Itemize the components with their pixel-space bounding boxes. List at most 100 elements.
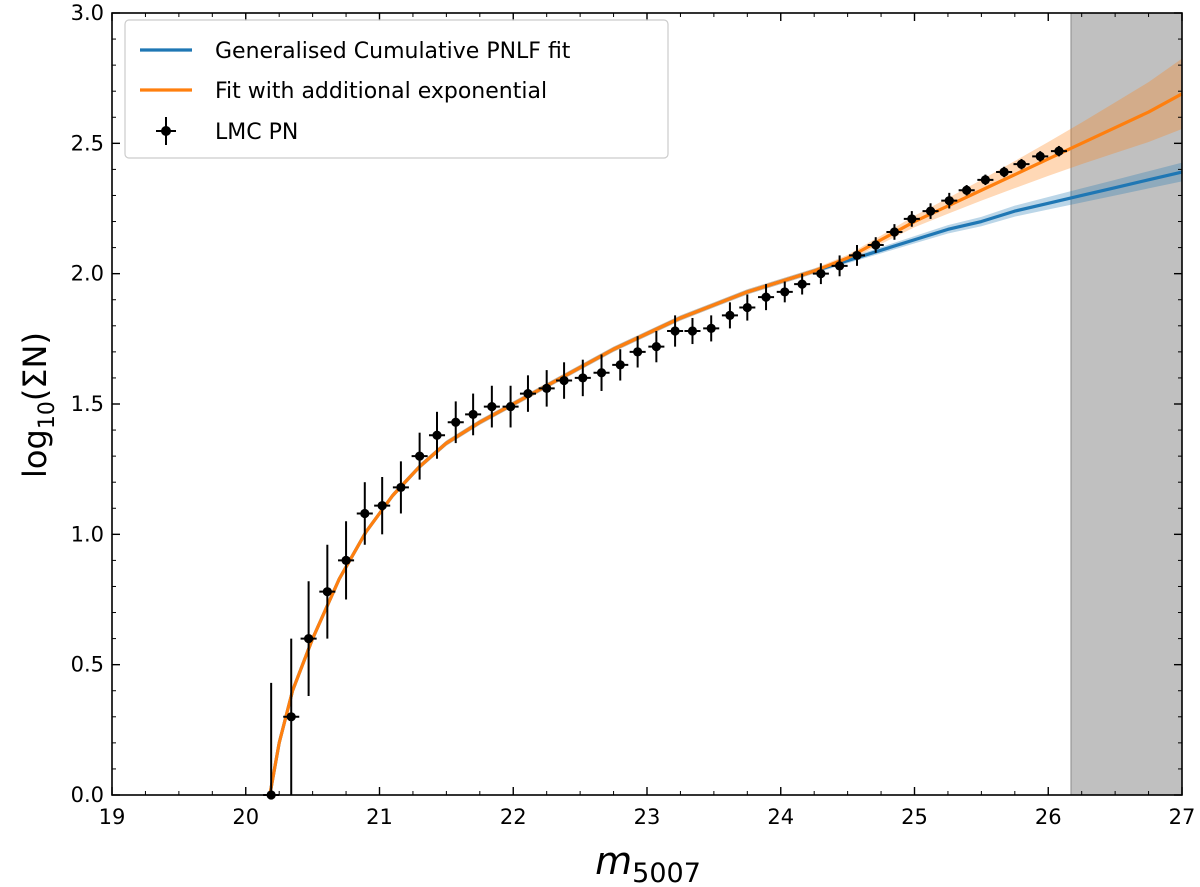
point-marker	[907, 214, 917, 224]
point-marker	[542, 383, 552, 393]
data-point	[356, 482, 373, 545]
data-point	[1032, 151, 1049, 162]
data-point	[574, 359, 591, 397]
data-point	[794, 273, 811, 295]
point-marker	[651, 342, 661, 352]
legend-label-lmc-pn: LMC PN	[215, 120, 298, 145]
point-marker	[670, 326, 680, 336]
y-tick-label: 0.5	[71, 653, 104, 677]
y-tick-label: 3.0	[71, 1, 104, 25]
y-axis-label-suffix: (ΣN)	[16, 332, 54, 401]
data-point	[977, 174, 994, 186]
data-point	[1013, 158, 1030, 170]
confidence-bands	[269, 58, 1182, 796]
point-marker	[1035, 151, 1045, 161]
legend: Generalised Cumulative PNLF fit Fit with…	[124, 19, 669, 159]
legend-label-cumulative-fit: Generalised Cumulative PNLF fit	[215, 39, 571, 64]
point-marker	[523, 388, 533, 399]
data-point	[263, 682, 280, 800]
data-point	[867, 237, 884, 253]
data-point	[502, 385, 519, 428]
point-marker	[742, 302, 752, 313]
point-marker	[559, 375, 569, 386]
data-point	[812, 263, 829, 285]
data-point	[319, 544, 336, 639]
point-marker	[871, 240, 881, 250]
point-marker	[687, 326, 698, 336]
point-marker	[761, 292, 771, 302]
data-point	[941, 192, 958, 209]
x-tick-label: 25	[901, 805, 928, 829]
data-point	[684, 317, 701, 345]
x-axis-label-subscript: 5007	[632, 858, 701, 887]
data-point	[629, 336, 646, 368]
legend-box	[124, 19, 669, 159]
point-marker	[706, 323, 716, 334]
data-point	[283, 638, 300, 795]
data-point	[739, 294, 756, 321]
x-tick-label: 21	[366, 805, 393, 829]
data-points	[263, 145, 1067, 800]
x-tick-label: 19	[99, 805, 126, 829]
y-tick-label: 0.0	[71, 783, 104, 807]
point-marker	[980, 175, 990, 185]
y-axis-label-subscript: 10	[35, 401, 60, 429]
data-point	[411, 432, 428, 480]
data-point	[922, 203, 939, 219]
data-point	[447, 401, 464, 444]
y-tick-label: 1.5	[71, 392, 104, 416]
point-marker	[925, 206, 936, 216]
point-marker	[962, 185, 972, 195]
point-marker	[468, 409, 478, 420]
data-point	[903, 211, 920, 227]
point-marker	[304, 634, 314, 644]
point-marker	[835, 261, 845, 271]
y-tick-label: 2.0	[71, 262, 104, 286]
data-point	[703, 315, 720, 342]
point-marker	[360, 508, 370, 519]
data-point	[483, 385, 500, 428]
data-point	[886, 224, 903, 240]
point-marker	[1054, 146, 1064, 156]
y-axis-label: log10(ΣN)	[16, 332, 60, 478]
point-marker	[999, 167, 1009, 177]
data-point	[667, 315, 684, 347]
point-marker	[852, 250, 862, 261]
data-point	[593, 354, 610, 391]
point-marker	[432, 430, 442, 440]
x-tick-label: 22	[500, 805, 527, 829]
x-tick-label: 27	[1169, 805, 1196, 829]
data-point	[776, 281, 793, 303]
point-marker	[415, 451, 425, 461]
data-point	[338, 521, 355, 600]
plot-frame	[111, 12, 1183, 796]
legend-errorbar-dot	[161, 126, 171, 136]
point-marker	[615, 360, 625, 370]
point-marker	[377, 501, 387, 511]
point-marker	[487, 402, 497, 412]
line-series-1	[268, 92, 1183, 796]
x-axis-label-main: m	[595, 839, 632, 883]
point-marker	[596, 368, 607, 378]
data-point	[721, 302, 738, 329]
point-marker	[725, 310, 735, 320]
line-series-0	[268, 170, 1183, 796]
legend-label-exponential-fit: Fit with additional exponential	[215, 79, 547, 104]
data-point	[428, 411, 446, 459]
point-marker	[396, 482, 406, 493]
data-point	[758, 284, 775, 311]
point-marker	[1016, 159, 1027, 169]
x-tick-label: 23	[634, 805, 661, 829]
y-axis-label-main: log	[16, 429, 54, 478]
axis-ticks: 19 20 21 22 23 24 25 26 27 0.0 0.5 1.0 1.5 2.0 2.5 3.0	[71, 1, 1196, 829]
data-point	[831, 255, 848, 277]
data-point	[465, 393, 482, 436]
x-tick-label: 24	[767, 805, 794, 829]
point-marker	[633, 347, 643, 357]
data-point	[996, 166, 1013, 178]
point-marker	[780, 287, 790, 297]
data-point	[556, 362, 573, 399]
x-tick-label: 20	[232, 805, 259, 829]
point-marker	[341, 555, 351, 566]
